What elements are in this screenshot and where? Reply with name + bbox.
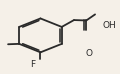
Text: O: O: [85, 49, 93, 58]
Text: F: F: [30, 59, 35, 69]
Text: OH: OH: [102, 21, 116, 30]
